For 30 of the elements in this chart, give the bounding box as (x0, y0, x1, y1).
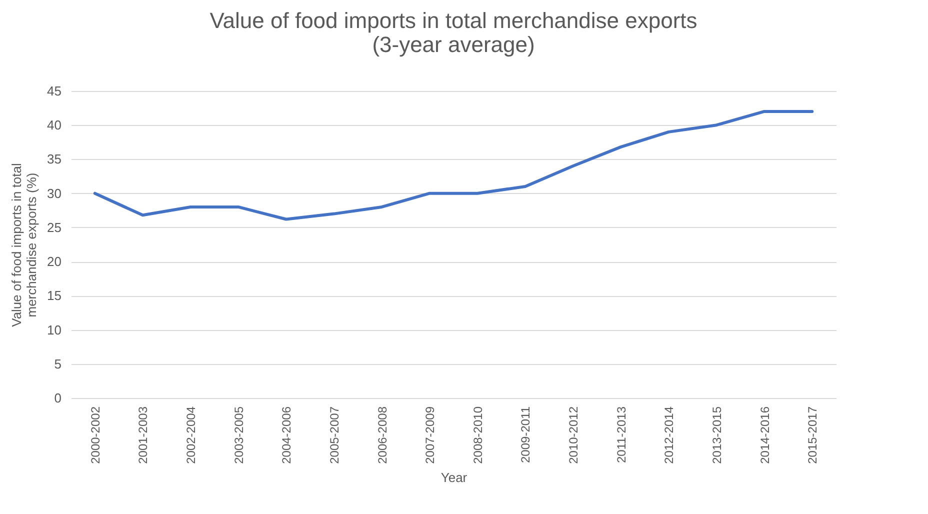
x-tick-label: 2008-2010 (470, 406, 485, 464)
y-tick-label: 5 (54, 356, 62, 372)
x-tick-label: 2013-2015 (710, 406, 724, 464)
x-tick-label: 2001-2003 (136, 406, 150, 464)
x-tick-label: 2011-2013 (614, 406, 628, 463)
y-tick-label: 0 (54, 390, 62, 406)
x-axis-title: Year (440, 470, 468, 485)
x-tick-label: 2003-2005 (232, 406, 246, 464)
x-tick-label: 2006-2008 (375, 406, 390, 464)
x-tick-label: 2002-2004 (184, 406, 198, 464)
line-series (93, 110, 814, 221)
x-tick-label: 2005-2007 (327, 406, 342, 464)
x-tick-label: 2014-2016 (758, 406, 772, 464)
y-tick-label: 30 (47, 186, 62, 201)
y-tick-label: 35 (47, 152, 62, 167)
y-tick-label: 25 (47, 220, 62, 235)
x-tick-label: 2012-2014 (662, 406, 676, 464)
y-tick-label: 10 (47, 322, 62, 338)
x-tick-label: 2000-2002 (88, 406, 102, 464)
x-tick-label: 2015-2017 (806, 406, 820, 464)
y-axis-title: Value of food imports in total merchandise exports (%) (9, 162, 40, 327)
chart-title: Value of food imports in total merchandise exports (3-year average) (210, 8, 698, 57)
y-tick-label: 40 (47, 118, 62, 133)
x-tick-label: 2007-2009 (423, 406, 438, 464)
x-tick-label: 2010-2012 (566, 406, 581, 464)
x-tick-label: 2009-2011 (518, 406, 533, 463)
y-tick-label: 15 (47, 288, 62, 304)
y-tick-label: 20 (47, 254, 62, 270)
y-tick-label: 45 (47, 84, 62, 98)
x-tick-label: 2004-2006 (280, 406, 294, 464)
